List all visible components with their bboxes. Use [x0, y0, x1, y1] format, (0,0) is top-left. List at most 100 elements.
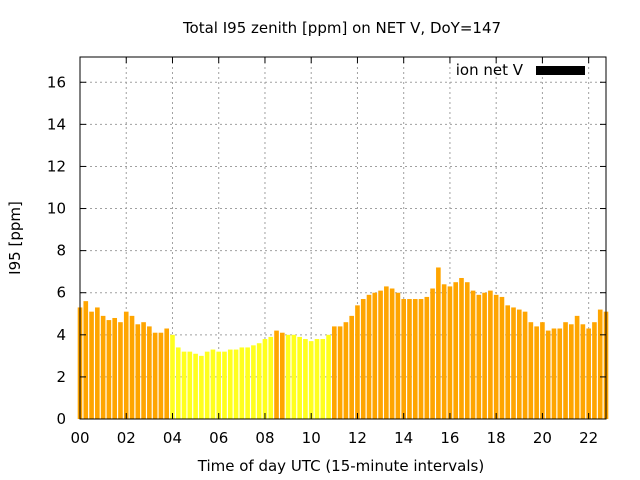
- bar: [453, 282, 459, 419]
- bar: [418, 299, 424, 419]
- bar: [592, 322, 597, 419]
- bar: [424, 296, 430, 419]
- bar: [112, 317, 117, 419]
- bar: [274, 330, 279, 419]
- bar: [187, 351, 193, 419]
- bar: [268, 336, 274, 419]
- bar: [308, 341, 314, 419]
- bar: [83, 301, 89, 419]
- bar: [534, 326, 539, 419]
- bar: [181, 351, 187, 419]
- x-tick-label: 04: [163, 429, 182, 447]
- bar: [516, 309, 522, 419]
- bar: [227, 349, 233, 419]
- bar: [326, 334, 331, 419]
- x-axis-label: Time of day UTC (15-minute intervals): [197, 457, 484, 475]
- bar: [586, 328, 591, 419]
- y-axis-label: I95 [ppm]: [6, 201, 24, 275]
- bar: [574, 315, 580, 419]
- bar: [511, 307, 516, 419]
- bar: [129, 315, 135, 419]
- bar: [355, 305, 360, 419]
- legend-label: ion net V: [456, 61, 524, 79]
- bar: [170, 334, 175, 419]
- bar: [147, 326, 152, 419]
- bar: [349, 315, 354, 419]
- legend: ion net V: [456, 61, 585, 79]
- y-tick-label: 8: [56, 242, 66, 260]
- bar: [239, 347, 245, 419]
- bar: [332, 326, 337, 419]
- bar: [464, 282, 470, 419]
- bar: [204, 351, 210, 419]
- bar: [499, 296, 505, 419]
- bar: [563, 322, 568, 419]
- bar: [199, 355, 204, 419]
- plot-frame: [79, 56, 607, 420]
- bar: [245, 347, 250, 419]
- bar: [233, 349, 239, 419]
- bar: [291, 334, 297, 419]
- bar: [222, 351, 227, 419]
- bar: [320, 339, 326, 419]
- bar: [251, 345, 256, 419]
- chart-title: Total I95 zenith [ppm] on NET V, DoY=147: [182, 19, 501, 37]
- x-tick-label: 18: [487, 429, 506, 447]
- bar: [372, 292, 378, 419]
- x-tick-label: 08: [255, 429, 274, 447]
- bar: [447, 286, 453, 419]
- bar: [430, 288, 435, 419]
- bar: [210, 349, 216, 419]
- bar: [118, 322, 123, 419]
- bar: [106, 320, 112, 419]
- bar: [216, 351, 222, 419]
- bars: [77, 267, 609, 419]
- x-tick-label: 10: [302, 429, 321, 447]
- x-tick-label: 02: [117, 429, 136, 447]
- bar: [597, 309, 603, 419]
- bar: [569, 324, 574, 419]
- x-tick-label: 14: [394, 429, 413, 447]
- x-tick-labels: 00 02 04 06 08 10 12 14 16 18 20 22: [70, 429, 598, 447]
- bar: [193, 353, 198, 419]
- bar: [476, 294, 482, 419]
- y-tick-label: 6: [56, 284, 66, 302]
- y-tick-label: 10: [47, 200, 66, 218]
- y-tick-label: 0: [56, 410, 66, 428]
- y-tick-label: 16: [47, 73, 66, 91]
- bar: [412, 299, 418, 419]
- y-tick-labels: 0 2 4 6 8 10 12 14 16: [47, 73, 66, 428]
- bar: [522, 311, 528, 419]
- x-tick-label: 06: [209, 429, 228, 447]
- bar: [557, 328, 563, 419]
- bar: [505, 305, 511, 419]
- bar: [528, 322, 534, 419]
- bar: [360, 299, 366, 419]
- bar: [366, 294, 372, 419]
- bar: [395, 292, 401, 419]
- bar: [384, 286, 389, 419]
- bar: [482, 292, 487, 419]
- bar: [152, 332, 158, 419]
- x-tick-label: 16: [440, 429, 459, 447]
- bar: [175, 347, 181, 419]
- bar: [580, 324, 586, 419]
- bar: [401, 299, 406, 419]
- bar: [123, 311, 129, 419]
- bar: [337, 326, 343, 419]
- bar: [551, 328, 557, 419]
- y-tick-label: 4: [56, 326, 66, 344]
- bar: [256, 343, 262, 419]
- bar: [100, 315, 106, 419]
- y-tick-label: 2: [56, 368, 66, 386]
- bar: [89, 311, 94, 419]
- bar: [280, 332, 285, 419]
- y-tick-label: 12: [47, 157, 66, 175]
- bar: [389, 288, 395, 419]
- bar: [135, 324, 141, 419]
- x-tick-label: 00: [70, 429, 89, 447]
- tick-marks: [79, 57, 606, 420]
- bar: [441, 284, 447, 419]
- bar: [314, 339, 320, 419]
